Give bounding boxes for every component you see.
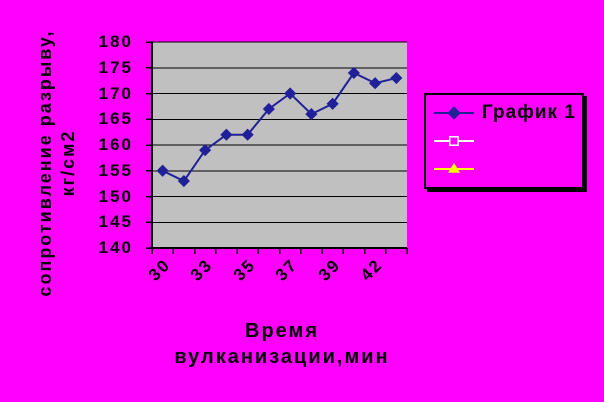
x-axis-title: Время вулканизации,мин: [162, 318, 402, 370]
legend-entry: [434, 127, 574, 155]
x-tick-label: 30: [144, 255, 175, 285]
diamond-marker: [326, 97, 339, 110]
diamond-marker: [369, 77, 382, 90]
plot-svg: [146, 41, 408, 254]
x-tick-label: 35: [229, 255, 260, 285]
legend-key-diamond: [434, 106, 474, 120]
legend-key-triangle: [434, 162, 474, 173]
y-tick-label: 170: [98, 83, 133, 103]
legend-entry: График 1: [434, 99, 576, 127]
diamond-marker: [156, 164, 169, 177]
y-tick-label: 160: [98, 135, 133, 154]
y-axis-title-line2: кг/см2: [58, 129, 78, 197]
legend-label: График 1: [482, 102, 576, 123]
legend: График 1: [424, 93, 584, 189]
plot-area: [146, 41, 408, 254]
diamond-marker: [305, 108, 318, 121]
diamond-marker: [220, 128, 233, 141]
y-tick-label: 150: [98, 186, 133, 206]
diamond-marker: [199, 144, 212, 157]
x-tick-label: 39: [314, 255, 345, 285]
y-tick-label: 165: [98, 109, 133, 129]
y-axis-title-line1: сопротивление разрыву,: [35, 29, 55, 297]
y-tick-label: 145: [98, 212, 133, 232]
diamond-marker: [390, 71, 403, 85]
diamond-marker: [347, 66, 360, 79]
x-tick-label: 33: [186, 255, 217, 285]
diamond-marker: [241, 128, 254, 141]
y-tick-label: 140: [98, 238, 133, 257]
y-tick-label: 155: [98, 160, 133, 180]
series-line: [162, 71, 397, 183]
y-axis-title: сопротивление разрыву, кг/см2: [34, 3, 80, 323]
triangle-marker: [447, 162, 461, 173]
x-tick-label: 42: [356, 255, 387, 285]
diamond-marker: [284, 87, 297, 100]
diamond-marker: [447, 106, 461, 120]
x-axis-title-line1: Время: [245, 320, 319, 342]
x-axis-title-line2: вулканизации,мин: [174, 346, 390, 368]
y-tick-label: 180: [98, 32, 133, 51]
legend-entry: [434, 155, 574, 183]
diamond-marker: [177, 174, 190, 188]
y-tick-label: 175: [98, 57, 133, 77]
legend-key-square: [434, 136, 474, 146]
x-tick-label: 37: [271, 255, 302, 285]
square-marker: [449, 136, 459, 146]
diamond-marker: [262, 102, 275, 116]
